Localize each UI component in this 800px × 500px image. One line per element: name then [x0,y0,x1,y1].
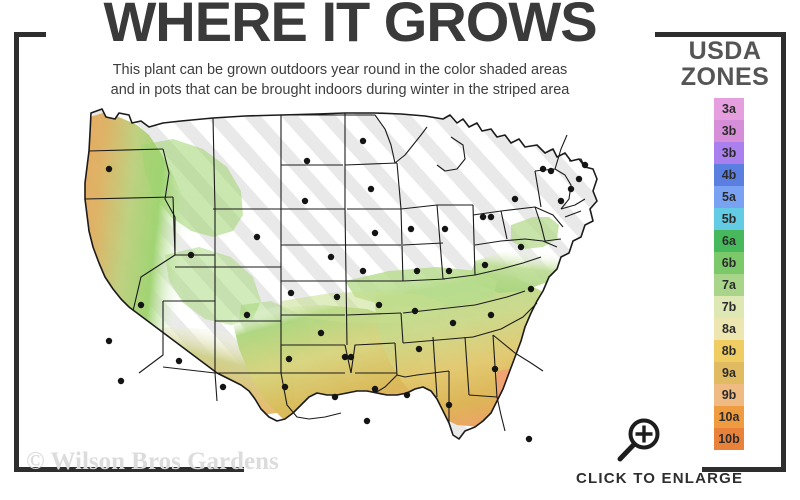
usda-zone-map[interactable] [45,105,655,455]
zone-swatch: 10b [714,428,744,450]
subtitle: This plant can be grown outdoors year ro… [40,60,640,100]
city-dots [105,137,589,443]
zone-swatch: 5a [714,186,744,208]
zone-swatch: 3b [714,120,744,142]
page-title: WHERE IT GROWS [103,0,597,53]
watermark: © Wilson Bros Gardens [26,448,279,475]
zone-swatch: 8b [714,340,744,362]
zone-swatch: 9a [714,362,744,384]
zone-swatch: 3b [714,142,744,164]
subtitle-line-2: and in pots that can be brought indoors … [110,82,570,98]
zone-swatch: 8a [714,318,744,340]
zone-swatch: 6b [714,252,744,274]
legend-title-line-1: USDA [688,37,762,65]
zone-swatch: 9b [714,384,744,406]
frame-border-top-left [14,32,46,37]
zone-swatch: 3a [714,98,744,120]
zone-swatch: 10a [714,406,744,428]
frame-border-top-right [655,32,786,37]
zone-swatch: 6a [714,230,744,252]
usda-zone-legend: 3a 3b 3b 4b 5a 5b 6a 6b 7a 7b 8a 8b 9a 9b 10a 10b [714,98,744,450]
click-to-enlarge-label[interactable]: CLICK TO ENLARGE [576,470,744,487]
zone-swatch: 7a [714,274,744,296]
frame-border-right [781,32,786,472]
subtitle-line-1: This plant can be grown outdoors year ro… [112,62,568,78]
frame-border-left [14,32,19,472]
frame-border-bottom-right [702,467,786,472]
zone-swatch: 7b [714,296,744,318]
zone-swatch: 4b [714,164,744,186]
zone-swatch: 5b [714,208,744,230]
legend-title-line-2: ZONES [680,63,770,91]
legend-title: USDA ZONES [660,38,790,90]
frame-border-bottom-left [14,467,244,472]
magnifier-plus-icon[interactable] [614,418,662,464]
